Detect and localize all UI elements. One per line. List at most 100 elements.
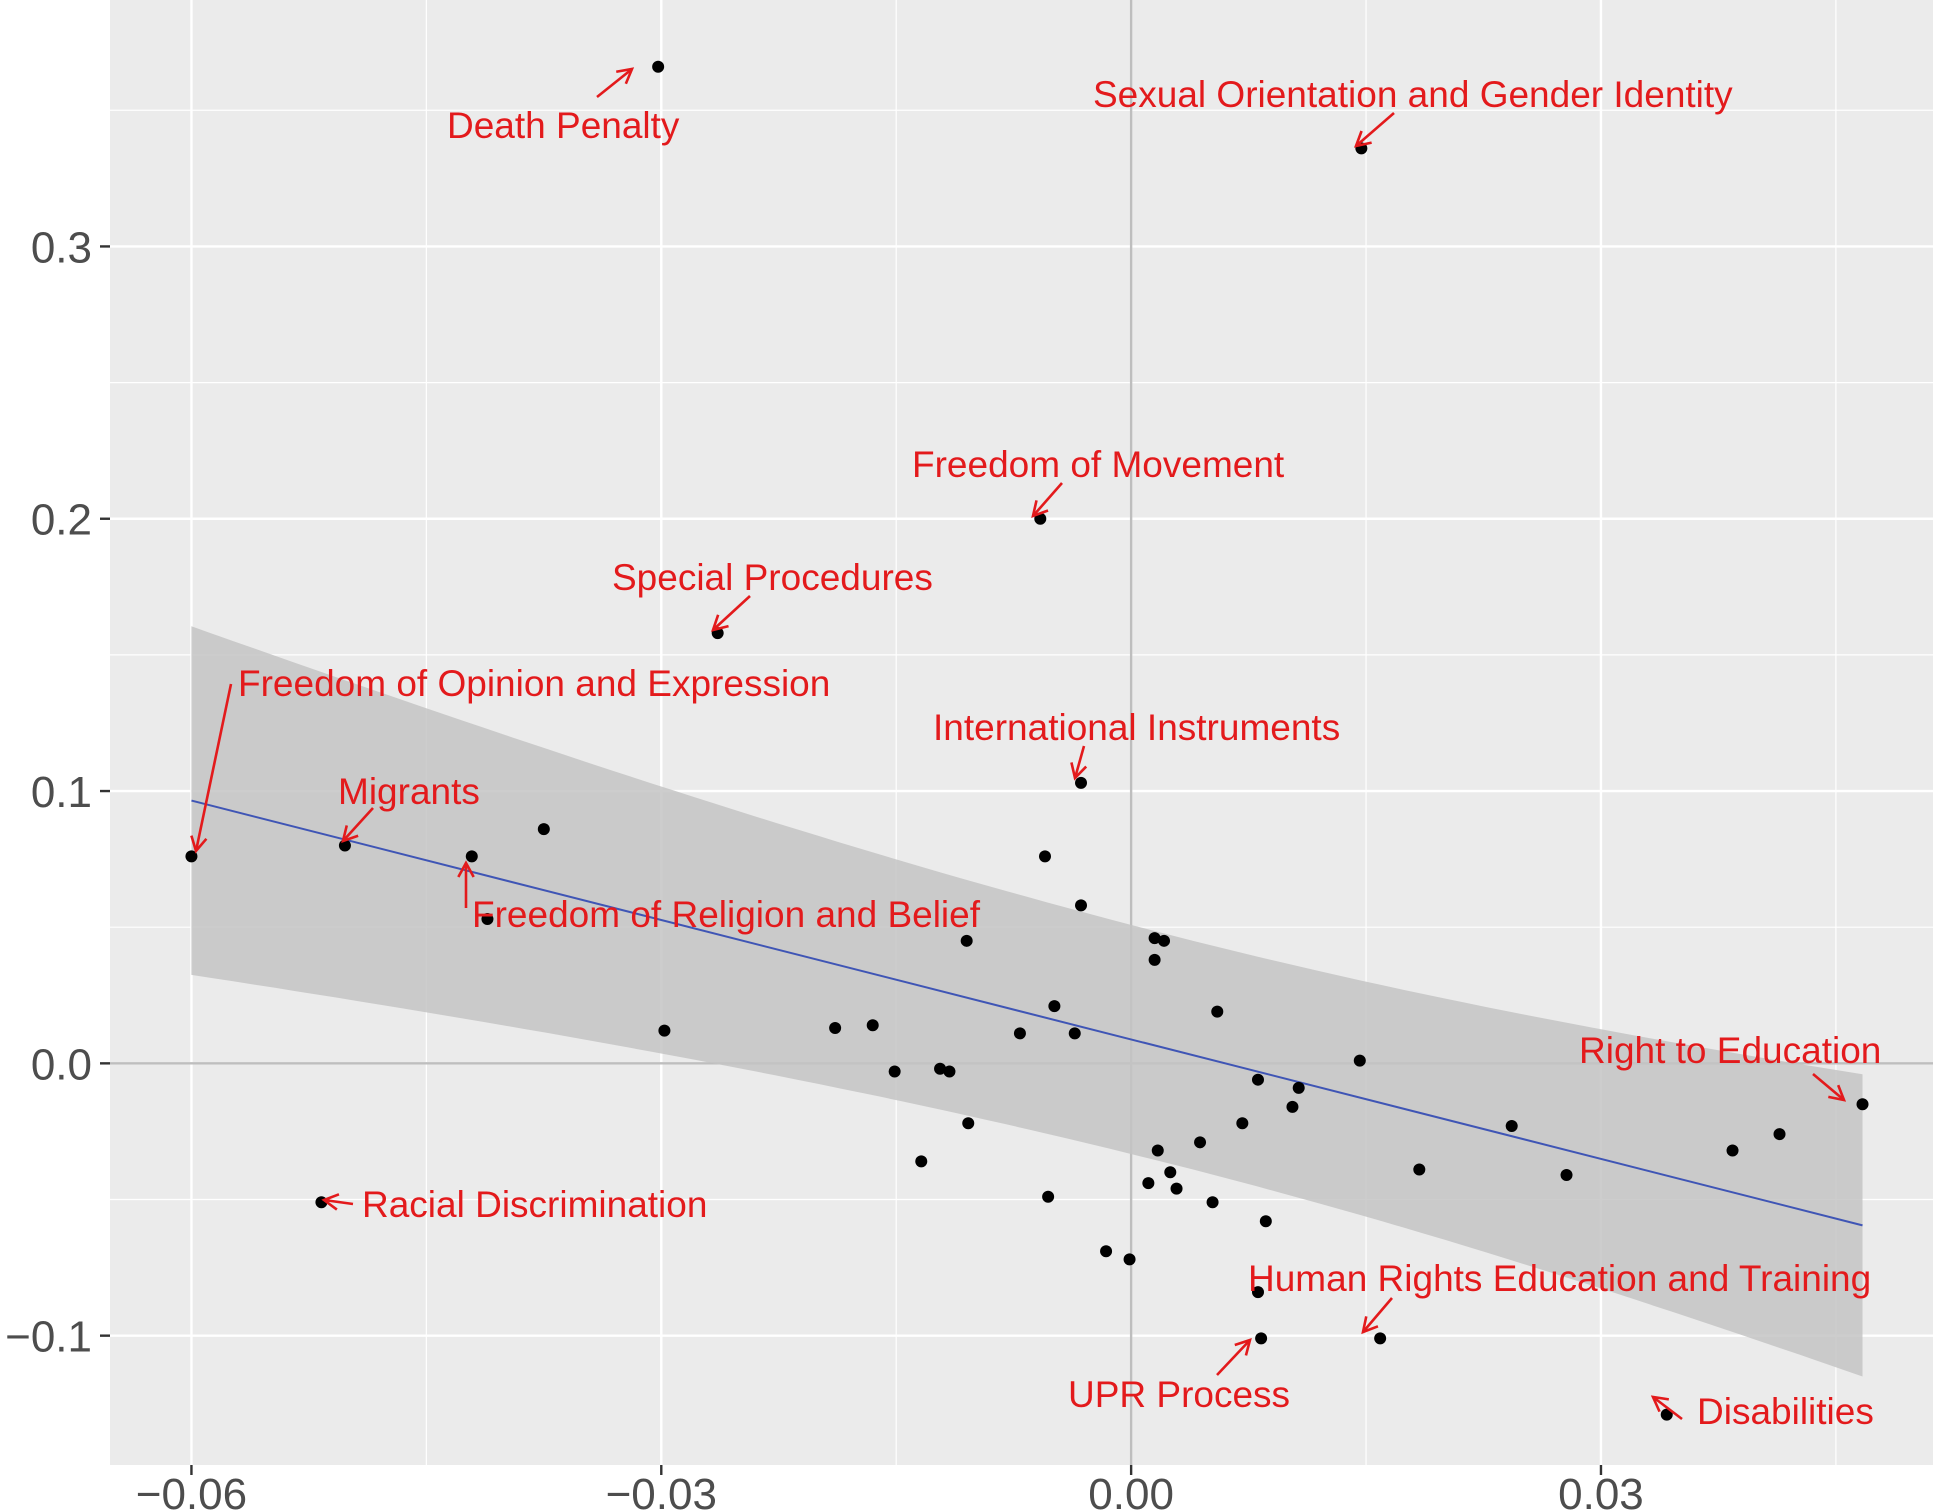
annotation-arrow-head (1070, 762, 1088, 781)
data-point (960, 934, 973, 947)
data-point (1773, 1128, 1786, 1141)
data-point (1164, 1166, 1177, 1179)
annotation-arrow-head (1650, 1395, 1670, 1413)
data-point (537, 823, 550, 836)
annotation-arrow-head (1234, 1338, 1252, 1356)
data-point (1048, 1000, 1061, 1013)
annotation-arrow-shaft (1652, 1395, 1683, 1421)
annotation-label: Sexual Orientation and Gender Identity (1093, 74, 1733, 115)
annotation-label: Migrants (338, 771, 480, 812)
annotation-arrow-shaft (712, 595, 751, 631)
data-point (1123, 1253, 1136, 1266)
data-point (1042, 1190, 1055, 1203)
data-point (1142, 1177, 1155, 1190)
annotation-arrows (190, 67, 1847, 1421)
data-point (1158, 934, 1171, 947)
data-point (915, 1155, 928, 1168)
annotation-label: Freedom of Religion and Belief (472, 894, 981, 935)
data-point (1292, 1081, 1305, 1094)
data-point (1075, 776, 1088, 789)
data-point (1255, 1332, 1268, 1345)
annotation-label: Freedom of Movement (912, 444, 1285, 485)
annotation-arrow-shaft (1812, 1073, 1845, 1101)
y-axis-ticks: −0.1 0.0 0.1 0.2 0.3 (5, 223, 110, 1362)
data-point (888, 1065, 901, 1078)
data-point (1170, 1182, 1183, 1195)
data-point (1251, 1286, 1264, 1299)
data-point (1206, 1196, 1219, 1209)
annotation-arrow-shaft (342, 807, 374, 842)
point-annotations: Death Penalty Sexual Orientation and Gend… (238, 74, 1881, 1432)
x-axis-ticks: −0.06 −0.03 0.00 0.03 (136, 1465, 1644, 1512)
annotation-arrow-shaft (1362, 1297, 1393, 1333)
data-points (185, 60, 1869, 1421)
annotation-label: Right to Education (1579, 1030, 1881, 1071)
data-point (1726, 1144, 1739, 1157)
annotation-arrow-shaft (194, 683, 233, 852)
data-point (1374, 1332, 1387, 1345)
x-tick-label: 0.03 (1558, 1470, 1644, 1512)
data-point (1353, 1054, 1366, 1067)
data-point (652, 60, 665, 73)
annotation-arrow-head (1361, 1316, 1379, 1335)
data-point (1194, 1136, 1207, 1149)
data-point (1211, 1005, 1224, 1018)
annotation-arrow-head (616, 67, 635, 85)
annotation-arrow-head (341, 825, 359, 844)
annotation-arrow-shaft (596, 67, 633, 99)
data-point (1660, 1408, 1673, 1421)
annotation-arrow-head (190, 835, 208, 854)
data-point (658, 1024, 671, 1037)
x-tick-label: −0.03 (606, 1470, 717, 1512)
annotation-arrow-head (1828, 1084, 1847, 1102)
annotation-label: Freedom of Opinion and Expression (238, 663, 830, 704)
annotation-label: Disabilities (1697, 1391, 1874, 1432)
data-point (465, 850, 478, 863)
data-point (1856, 1098, 1869, 1111)
y-tick-label: 0.2 (31, 496, 92, 545)
annotation-arrow-head (321, 1193, 340, 1211)
y-tick-label: 0.1 (31, 768, 92, 817)
y-tick-label: −0.1 (5, 1313, 92, 1362)
data-point (943, 1065, 956, 1078)
annotation-arrow-shaft (323, 1198, 354, 1206)
annotation-label: International Instruments (933, 707, 1340, 748)
annotation-arrow-shaft (1032, 482, 1063, 517)
data-point (1560, 1168, 1573, 1181)
y-tick-label: 0.3 (31, 223, 92, 272)
annotation-arrow-shaft (1355, 112, 1395, 147)
data-point (481, 913, 494, 926)
data-point (1505, 1119, 1518, 1132)
annotation-arrow-head (711, 614, 729, 632)
data-point (1100, 1245, 1113, 1258)
annotation-arrow-shaft (1073, 745, 1086, 779)
data-point (934, 1062, 947, 1075)
annotation-label: Special Procedures (612, 557, 933, 598)
data-point (1038, 850, 1051, 863)
data-point (1013, 1027, 1026, 1040)
data-point (1075, 899, 1088, 912)
data-point (1148, 953, 1161, 966)
data-point (1068, 1027, 1081, 1040)
annotation-label: Racial Discrimination (362, 1184, 707, 1225)
annotation-arrow-head (1353, 130, 1372, 148)
data-point (962, 1117, 975, 1130)
annotation-label: Death Penalty (447, 105, 680, 146)
data-point (185, 850, 198, 863)
data-point (1151, 1144, 1164, 1157)
annotation-label: Human Rights Education and Training (1248, 1258, 1871, 1299)
data-point (1413, 1163, 1426, 1176)
annotation-arrow-head (1031, 500, 1049, 519)
data-point (1236, 1117, 1249, 1130)
data-point (866, 1019, 879, 1032)
data-point (1251, 1073, 1264, 1086)
confidence-band (191, 626, 1863, 1377)
data-point (1148, 932, 1161, 945)
data-point (829, 1021, 842, 1034)
x-tick-label: −0.06 (136, 1470, 247, 1512)
y-tick-label: 0.0 (31, 1040, 92, 1089)
annotation-arrow-head (457, 860, 475, 878)
data-point (1286, 1100, 1299, 1113)
x-tick-label: 0.00 (1088, 1470, 1174, 1512)
